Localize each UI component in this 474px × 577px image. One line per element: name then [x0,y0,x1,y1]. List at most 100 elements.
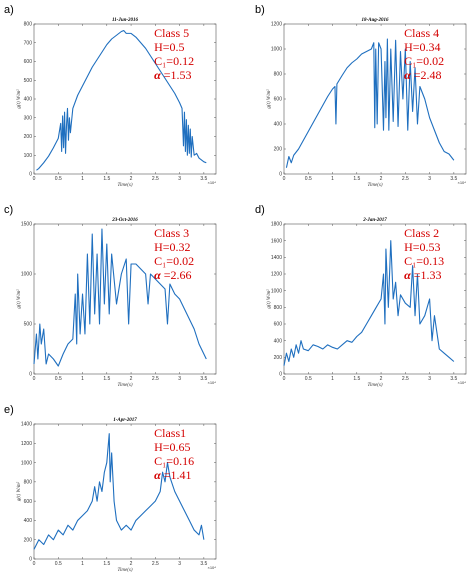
x-tick-label: 1.5 [103,376,110,382]
y-tick-label: 300 [24,115,33,121]
annotation-label: C₁=0.02 [404,54,444,68]
series-line [36,30,207,171]
annotation-label: α =1.33 [404,268,441,282]
alpha-value: =1.41 [164,468,192,482]
annotation-label: Class1 [154,426,186,440]
annotation-label: C₁=0.16 [154,454,194,468]
x-tick-label: 2 [130,176,133,182]
x-axis-exponent: ×10⁴ [207,380,216,385]
y-tick-label: 800 [24,22,33,28]
y-tick-label: 800 [274,72,283,78]
annotation-label: C₁=0.13 [404,254,444,268]
annotation-label: α =1.53 [154,68,191,82]
panel-label-e: e) [4,404,14,416]
y-tick-label: 0 [279,372,282,378]
x-tick-label: 3 [428,376,431,382]
chart-title: 11-Jun-2016 [112,18,139,23]
y-tick-label: 200 [24,134,33,140]
y-tick-label: 1000 [271,288,282,294]
annotation-label: C₁=0.02 [154,254,194,268]
y-tick-label: 0 [279,172,282,178]
y-tick-label: 600 [274,97,283,103]
panel-label-d: d) [255,204,265,216]
series-line [285,38,455,168]
chart-panel-b: 18-Aug-2016 0 0.5 1 1.5 2 2.5 3 3.5 0 200 400 600 800… [266,18,467,188]
x-tick-label: 2 [130,376,133,382]
x-axis-label: Time(s) [118,383,133,388]
x-tick-label: 2.5 [402,376,409,382]
x-tick-label: 1 [81,376,84,382]
y-tick-label: 1200 [271,272,282,278]
alpha-symbol: α [404,68,414,82]
x-tick-label: 0 [33,176,36,182]
y-tick-label: 1000 [21,460,32,466]
x-tick-label: 1.5 [103,176,110,182]
y-tick-label: 600 [24,499,33,505]
y-tick-label: 800 [24,480,33,486]
x-tick-label: 1 [331,376,334,382]
x-tick-label: 0.5 [305,176,312,182]
x-axis-label: Time(s) [368,183,383,188]
x-tick-label: 0.5 [55,561,62,567]
x-tick-label: 2 [380,176,383,182]
annotation-label: Class 4 [404,26,439,40]
annotation-label: H=0.32 [154,240,190,254]
y-tick-label: 500 [24,322,33,328]
x-tick-label: 0 [283,176,286,182]
x-tick-label: 0 [33,376,36,382]
x-tick-label: 2.5 [152,376,159,382]
y-tick-label: 1000 [21,272,32,278]
y-tick-label: 500 [24,78,33,84]
x-tick-label: 1.5 [103,561,110,567]
x-tick-label: 2 [130,561,133,567]
x-tick-label: 3.5 [200,376,207,382]
y-tick-label: 1000 [271,47,282,53]
y-tick-label: 600 [24,59,33,65]
alpha-value: =1.53 [164,68,192,82]
y-tick-label: 400 [24,518,33,524]
y-axis-label: g(t) W/m² [16,481,22,501]
chart-title: 1-Apr-2017 [113,418,137,423]
x-tick-label: 1 [81,176,84,182]
annotation-label: α =1.41 [154,468,191,482]
y-tick-label: 400 [24,97,33,103]
alpha-symbol: α [154,68,164,82]
annotation-label: C₁=0.12 [154,54,194,68]
x-axis-label: Time(s) [368,383,383,388]
y-tick-label: 800 [274,305,283,311]
plot-frame [33,423,217,560]
annotation-label: H=0.53 [404,240,440,254]
y-tick-label: 200 [24,537,33,543]
chart-panel-a: 11-Jun-2016 0 0.5 1 1.5 2 2.5 3 3.5 0 100 200 300 400… [16,18,217,188]
x-axis-label: Time(s) [118,568,133,573]
panel-label-c: c) [4,204,14,216]
y-tick-label: 1600 [271,238,282,244]
x-axis-exponent: ×10⁴ [457,380,466,385]
y-tick-label: 1500 [21,222,32,228]
annotation-label: Class 2 [404,226,439,240]
x-tick-label: 2.5 [152,176,159,182]
chart-panel-e: 1-Apr-2017 0 0.5 1 1.5 2 2.5 3 3.5 0 200 400 600 800 1… [16,418,217,573]
y-tick-label: 0 [29,557,32,563]
x-axis-exponent: ×10⁴ [207,180,216,185]
annotation-label: α =2.66 [154,268,191,282]
y-tick-label: 1800 [271,222,282,228]
chart-panel-c: 23-Oct-2016 0 0.5 1 1.5 2 2.5 3 3.5 0 500 1000 1500 T… [16,218,217,388]
x-tick-label: 3 [178,561,181,567]
y-tick-label: 400 [274,338,283,344]
chart-panel-d: 2-Jan-2017 0 0.5 1 1.5 2 2.5 3 3.5 0 200 400 600 800 1… [266,218,467,388]
x-tick-label: 3.5 [200,561,207,567]
y-tick-label: 1400 [21,422,32,428]
x-axis-exponent: ×10⁴ [207,565,216,570]
x-tick-label: 3.5 [450,176,457,182]
y-axis-label: g(t) W/m² [16,89,22,109]
alpha-value: =2.66 [164,268,192,282]
annotation-label: H=0.34 [404,40,440,54]
x-tick-label: 2.5 [402,176,409,182]
x-tick-label: 3 [178,376,181,382]
alpha-value: =2.48 [414,68,442,82]
x-tick-label: 3.5 [200,176,207,182]
annotation-label: Class 3 [154,226,189,240]
panel-label-b: b) [255,4,265,16]
x-tick-label: 0.5 [305,376,312,382]
